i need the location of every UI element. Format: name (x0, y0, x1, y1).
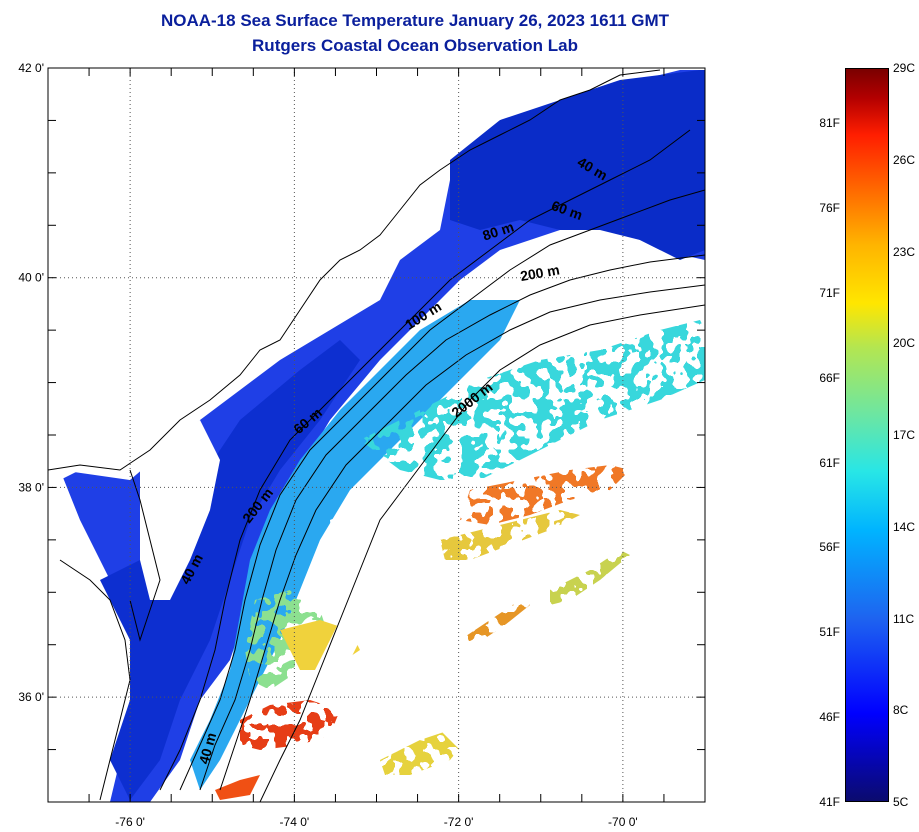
warm-filament-east (550, 550, 630, 605)
gulf-stream-warm-south (240, 700, 340, 750)
fahrenheit-label: 61F (819, 455, 840, 470)
shelf-water-cyan (190, 300, 520, 790)
celsius-label: 20C (893, 336, 916, 351)
contour-40m (159, 129, 691, 791)
contour-2000m (259, 304, 705, 802)
cloud-mask-south (360, 610, 705, 802)
coastal-land-south (48, 580, 130, 802)
fahrenheit-label: 51F (819, 625, 840, 640)
contour-200m (219, 284, 705, 791)
fahrenheit-label: 71F (819, 285, 840, 300)
depth-contour-label: 40 m (196, 731, 220, 766)
celsius-label: 29C (893, 61, 916, 75)
axis-labels: 42 0' 40 0' 38 0' 36 0' -76 0' -74 0' -72 0' -7… (18, 61, 637, 829)
fahrenheit-label: 66F (819, 370, 840, 385)
contour-60m (179, 189, 705, 791)
coastline-south (59, 559, 131, 801)
celsius-label: 14C (893, 519, 916, 534)
warm-filament-mid (460, 600, 530, 645)
cloud-mask-offshore (300, 490, 470, 700)
offshore-cyan-patch (360, 320, 705, 480)
gulf-stream-warm-north (460, 465, 630, 525)
lon-tick-label: -72 0' (444, 815, 474, 829)
celsius-label: 26C (893, 152, 916, 167)
lon-tick-label: -76 0' (115, 815, 145, 829)
celsius-label: 11C (893, 611, 915, 626)
color-scale-bar (845, 68, 889, 802)
fahrenheit-label: 81F (819, 116, 840, 130)
warm-patch-bottom (215, 775, 260, 800)
land-mass (48, 68, 580, 480)
yellow-patch-far-south (380, 730, 470, 775)
coastline-and-bathymetry (48, 69, 705, 802)
celsius-label: 23C (893, 244, 916, 259)
contour-80m (199, 254, 705, 791)
lon-tick-label: -70 0' (608, 815, 638, 829)
nearshore-dark-water (100, 340, 360, 800)
fahrenheit-label: 76F (819, 200, 840, 215)
celsius-label: 17C (893, 428, 916, 442)
celsius-label: 5C (893, 795, 909, 809)
coastline (48, 69, 661, 471)
lat-tick-label: 40 0' (18, 271, 44, 285)
lat-tick-label: 36 0' (18, 690, 44, 704)
fahrenheit-label: 41F (819, 795, 840, 809)
delmarva-peninsula (140, 420, 220, 600)
lat-tick-label: 42 0' (18, 61, 44, 75)
gulf-stream-yellow-north (440, 510, 580, 560)
celsius-label: 8C (893, 703, 909, 718)
map-title: NOAA-18 Sea Surface Temperature January … (160, 11, 670, 30)
depth-contour-label: 200 m (519, 261, 561, 284)
northeast-cold-water (450, 70, 705, 260)
lat-tick-label: 38 0' (18, 480, 44, 494)
map-subtitle: Rutgers Coastal Ocean Observation Lab (252, 36, 578, 55)
lon-tick-label: -74 0' (280, 815, 310, 829)
chesapeake-outline (129, 469, 161, 642)
fahrenheit-label: 46F (819, 710, 840, 725)
fahrenheit-label: 56F (819, 540, 840, 555)
plot-frame (47, 67, 706, 803)
